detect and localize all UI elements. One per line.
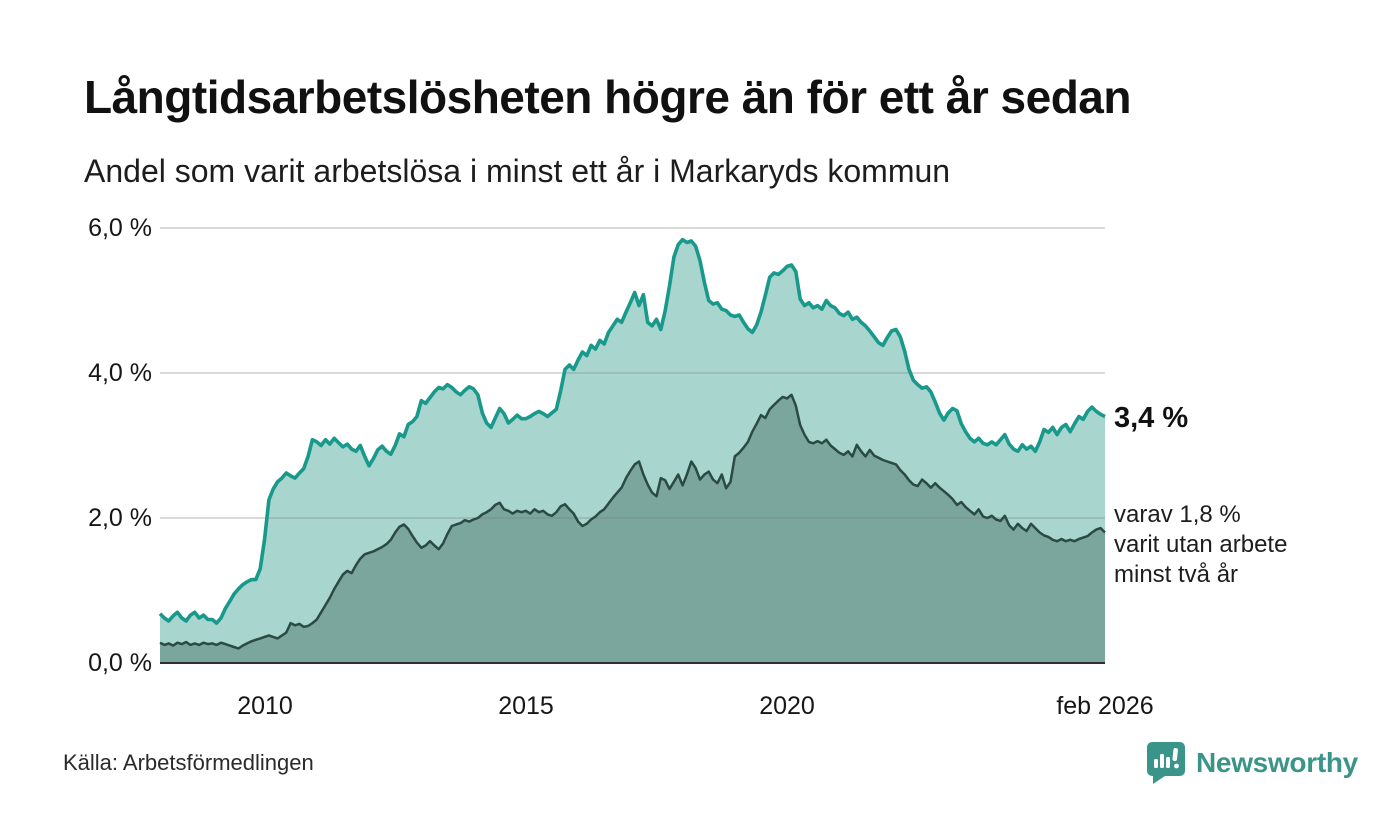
- secondary-value-label: varav 1,8 % varit utan arbete minst två …: [1114, 500, 1287, 590]
- area-two-years: [160, 394, 1105, 663]
- chart-subtitle: Andel som varit arbetslösa i minst ett å…: [84, 153, 951, 189]
- secondary-value-line3: minst två år: [1114, 561, 1239, 588]
- y-axis-tick-6: 6,0 %: [88, 214, 152, 242]
- source-note: Källa: Arbetsförmedlingen: [63, 750, 314, 775]
- line-one-year: [158, 237, 1106, 625]
- newsworthy-logo-icon: [1147, 742, 1185, 784]
- newsworthy-logo-text: Newsworthy: [1196, 747, 1358, 778]
- y-axis-tick-2: 2,0 %: [88, 504, 152, 532]
- secondary-value-line1: varav 1,8 %: [1114, 501, 1241, 528]
- page-title: Långtidsarbetslösheten högre än för ett …: [84, 71, 1131, 123]
- line-two-years: [159, 393, 1106, 650]
- newsworthy-logo: Newsworthy: [1146, 741, 1358, 785]
- y-axis-tick-0: 0,0 %: [88, 649, 152, 677]
- secondary-value-line2: varit utan arbete: [1114, 531, 1288, 558]
- x-axis-tick-2015: 2015: [498, 692, 554, 720]
- x-axis-tick-feb-2026: feb 2026: [1056, 692, 1154, 720]
- x-axis-tick-2020: 2020: [759, 692, 815, 720]
- latest-value-label: 3,4 %: [1114, 402, 1189, 434]
- x-axis-tick-2010: 2010: [237, 692, 293, 720]
- y-axis-tick-4: 4,0 %: [88, 359, 152, 387]
